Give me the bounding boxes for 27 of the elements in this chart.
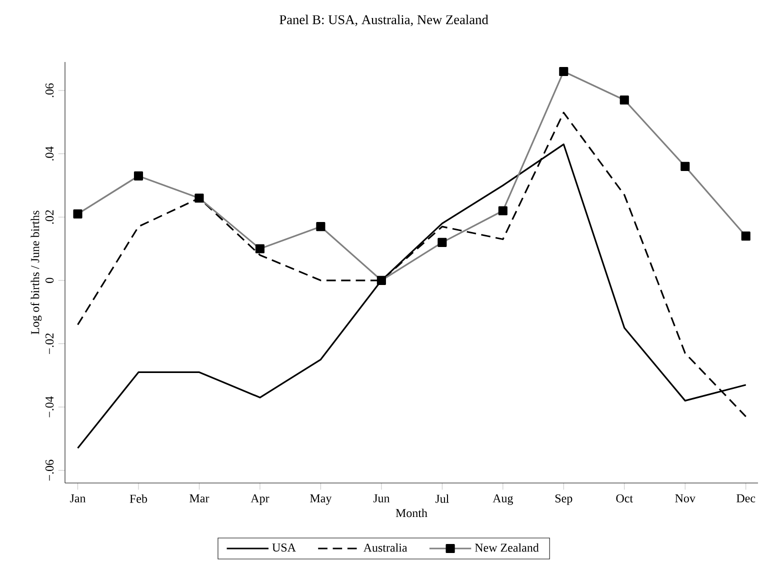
x-axis-title: Month bbox=[396, 508, 428, 518]
legend-label: USA bbox=[272, 544, 296, 552]
chart-title: Panel B: USA, Australia, New Zealand bbox=[280, 14, 488, 26]
x-tick-label: Sep bbox=[555, 494, 572, 505]
y-tick-label: .02 bbox=[45, 210, 54, 224]
x-tick-label: Jan bbox=[70, 494, 86, 502]
x-tick-label: Jul bbox=[435, 494, 449, 503]
y-tick-label: .04 bbox=[45, 146, 54, 160]
x-tick-label: Feb bbox=[130, 494, 148, 503]
y-tick-label: −.04 bbox=[45, 396, 54, 418]
point bbox=[376, 276, 386, 285]
y-tick-label: −.02 bbox=[45, 334, 54, 354]
y-tick-label: 0 bbox=[46, 278, 54, 283]
y-axis-title: Log of births / June births bbox=[30, 210, 42, 334]
x-tick-label: Jun bbox=[373, 494, 390, 502]
x-tick-label: Oct bbox=[616, 494, 633, 502]
x-tick-label: Apr bbox=[250, 494, 270, 505]
y-tick-label: .06 bbox=[45, 83, 54, 98]
y-tick-label: −.06 bbox=[45, 460, 54, 481]
x-tick-label: Nov bbox=[675, 494, 696, 502]
x-tick-label: Mar bbox=[190, 494, 210, 502]
x-tick-label: Aug bbox=[492, 494, 514, 505]
legend-label: New Zealand bbox=[474, 543, 539, 552]
legend-label: Australia bbox=[363, 543, 408, 552]
x-tick-label: May bbox=[310, 494, 332, 505]
point bbox=[194, 194, 204, 203]
x-tick-label: Dec bbox=[736, 494, 756, 502]
